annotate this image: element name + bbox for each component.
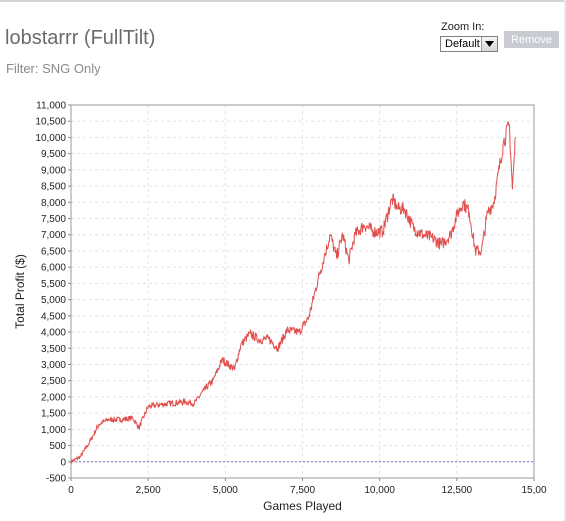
y-tick-label: -500 [46, 474, 66, 485]
chevron-down-icon[interactable] [481, 37, 497, 51]
y-tick-label: 3,000 [41, 360, 66, 371]
x-tick-label: 7,500 [290, 485, 315, 496]
y-tick-label: 5,500 [41, 279, 66, 290]
y-tick-label: 10,000 [35, 133, 66, 144]
y-tick-label: 8,000 [41, 198, 66, 209]
y-tick-label: 2,000 [41, 392, 66, 403]
y-tick-label: 4,500 [41, 311, 66, 322]
x-axis-title: Games Played [263, 499, 342, 513]
profit-series-line [70, 121, 516, 464]
y-tick-label: 7,000 [41, 230, 66, 241]
x-tick-label: 10,000 [364, 485, 395, 496]
zoom-select-value: Default [445, 38, 480, 50]
y-tick-label: 9,000 [41, 165, 66, 176]
y-tick-label: 8,500 [41, 182, 66, 193]
y-tick-label: 10,500 [35, 117, 66, 128]
y-tick-label: 7,500 [41, 214, 66, 225]
y-tick-label: 3,500 [41, 344, 66, 355]
x-tick-label: 5,000 [213, 485, 238, 496]
y-tick-label: 1,000 [41, 425, 66, 436]
y-tick-label: 1,500 [41, 409, 66, 420]
zoom-select[interactable]: Default [440, 36, 498, 52]
x-tick-label: 2,500 [136, 485, 161, 496]
x-tick-label: 12,500 [442, 485, 473, 496]
x-tick-label: 15,00 [521, 485, 546, 496]
y-tick-label: 2,500 [41, 376, 66, 387]
x-tick-label: 0 [68, 485, 74, 496]
y-tick-label: 6,500 [41, 246, 66, 257]
right-border [564, 0, 566, 521]
y-tick-label: 9,500 [41, 149, 66, 160]
remove-button[interactable]: Remove [504, 31, 559, 48]
profit-chart: -50005001,0001,5002,0002,5003,0003,5004,… [13, 101, 547, 514]
filter-label: Filter: SNG Only [6, 61, 101, 76]
y-tick-label: 11,000 [36, 101, 66, 112]
plot-border [70, 104, 535, 479]
page-title: lobstarrr (FullTilt) [5, 27, 156, 49]
y-tick-label: 0 [60, 457, 66, 468]
zoom-label: Zoom In: [441, 21, 485, 33]
y-axis-title: Total Profit ($) [13, 254, 27, 329]
y-tick-label: 500 [49, 441, 66, 452]
y-tick-label: 6,000 [41, 263, 66, 274]
y-tick-label: 5,000 [41, 295, 66, 306]
top-border [0, 0, 566, 2]
y-tick-label: 4,000 [41, 328, 66, 339]
